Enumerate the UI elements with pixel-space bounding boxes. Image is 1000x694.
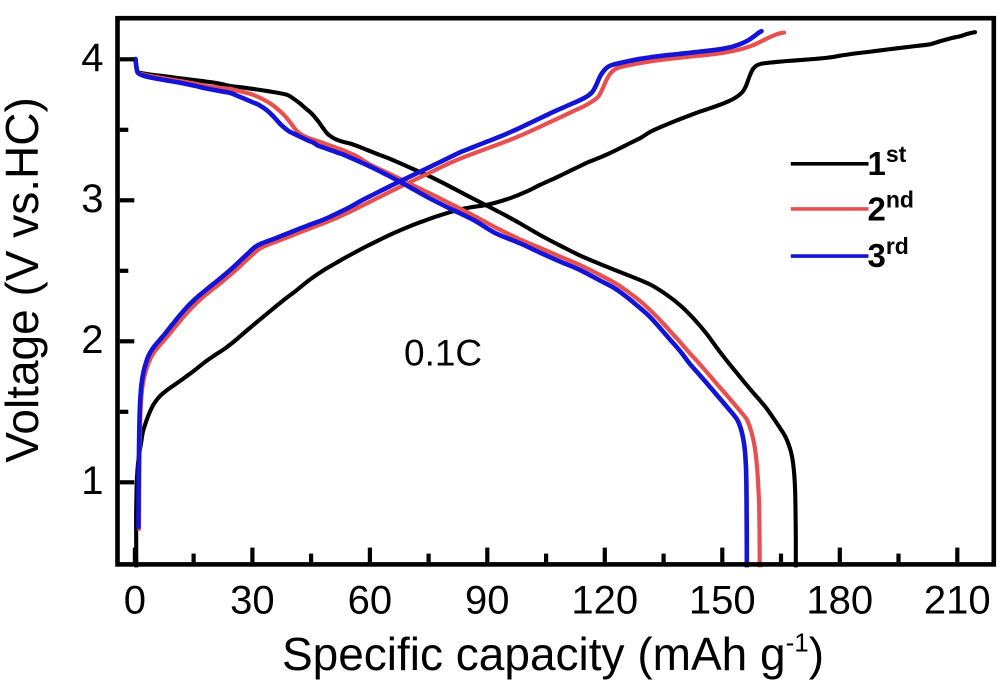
svg-text:150: 150 xyxy=(689,579,756,623)
svg-text:90: 90 xyxy=(465,579,510,623)
svg-text:0: 0 xyxy=(124,579,146,623)
svg-text:120: 120 xyxy=(571,579,638,623)
svg-text:2: 2 xyxy=(81,318,103,362)
svg-text:0.1C: 0.1C xyxy=(404,333,482,374)
svg-text:3rd: 3rd xyxy=(868,233,909,274)
svg-text:4: 4 xyxy=(81,36,103,80)
svg-text:210: 210 xyxy=(924,579,991,623)
svg-text:60: 60 xyxy=(348,579,393,623)
svg-text:30: 30 xyxy=(230,579,275,623)
svg-text:2nd: 2nd xyxy=(868,186,914,227)
svg-text:180: 180 xyxy=(806,579,873,623)
svg-text:Specific capacity (mAh g-1): Specific capacity (mAh g-1) xyxy=(282,628,824,680)
svg-text:Voltage (V vs.HC): Voltage (V vs.HC) xyxy=(0,97,48,463)
svg-text:1: 1 xyxy=(81,459,103,503)
svg-text:3: 3 xyxy=(81,177,103,221)
svg-text:1st: 1st xyxy=(868,141,907,182)
